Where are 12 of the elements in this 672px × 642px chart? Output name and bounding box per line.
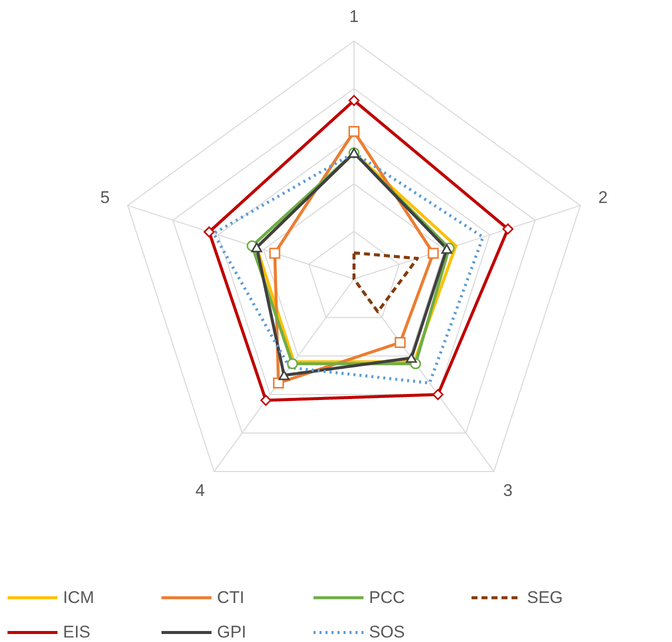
legend-label: GPI <box>217 622 246 642</box>
spoke-label: 5 <box>100 188 110 208</box>
spoke-label: 1 <box>349 7 359 26</box>
legend-label: PCC <box>369 588 405 607</box>
legend-label: SOS <box>369 622 405 642</box>
legend-label: SEG <box>527 588 563 607</box>
spoke-label: 4 <box>195 480 205 500</box>
legend-label: ICM <box>63 588 94 607</box>
legend-label: EIS <box>63 622 90 642</box>
spoke-label: 2 <box>598 188 608 208</box>
spoke-label: 3 <box>503 480 513 500</box>
legend-label: CTI <box>217 588 244 607</box>
